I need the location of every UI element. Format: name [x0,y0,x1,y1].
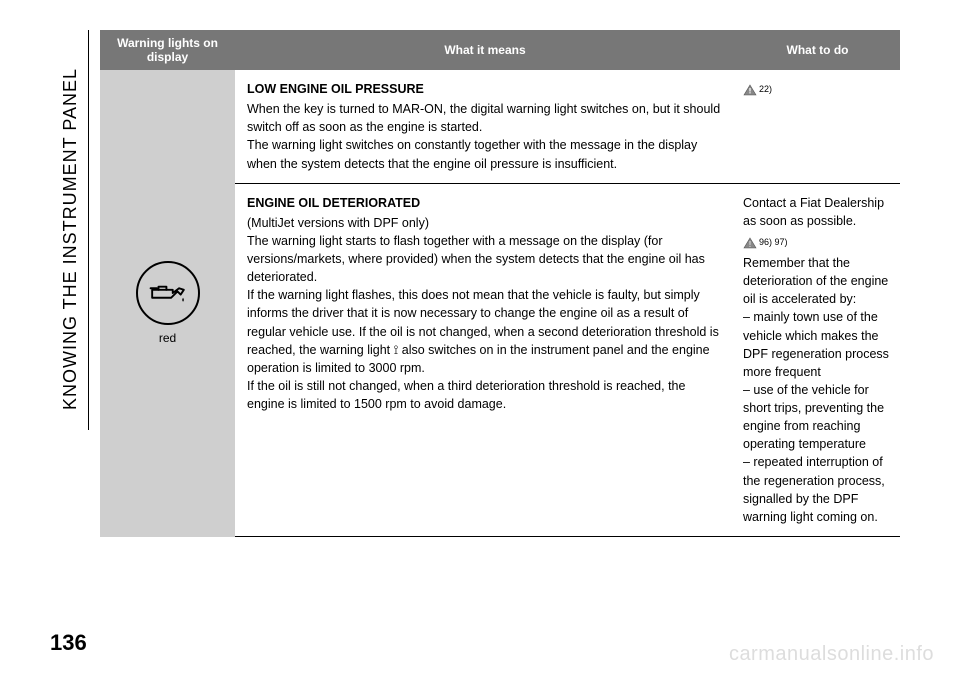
table-header-row: Warning lights on display What it means … [100,30,900,70]
row-body: When the key is turned to MAR-ON, the di… [247,100,723,173]
cell-meaning: ENGINE OIL DETERIORATED (MultiJet versio… [235,184,735,536]
warning-icon-cell: red [100,70,235,537]
header-warning-lights: Warning lights on display [100,30,235,70]
action-intro: Contact a Fiat Dealership as soon as pos… [743,194,892,230]
manual-page: KNOWING THE INSTRUMENT PANEL Warning lig… [0,0,960,686]
header-text: Warning lights on [117,36,218,50]
warning-triangle-icon: ! [743,237,757,249]
row-heading: ENGINE OIL DETERIORATED [247,194,723,212]
watermark: carmanualsonline.info [729,643,934,666]
table: Warning lights on display What it means … [100,30,900,537]
table-rows: LOW ENGINE OIL PRESSURE When the key is … [235,70,900,537]
section-divider [88,30,89,430]
cell-action: Contact a Fiat Dealership as soon as pos… [735,184,900,536]
table-row: ENGINE OIL DETERIORATED (MultiJet versio… [235,184,900,537]
header-text: display [147,50,188,64]
action-body: Remember that the deterioration of the e… [743,254,892,526]
page-number: 136 [50,630,87,656]
note-reference: 22) [759,84,772,94]
cell-action: 22) [735,70,900,183]
table-row: LOW ENGINE OIL PRESSURE When the key is … [235,70,900,184]
row-subheading: (MultiJet versions with DPF only) [247,214,723,232]
svg-text:!: ! [749,240,751,249]
header-what-it-means: What it means [235,30,735,70]
icon-color-label: red [159,331,176,345]
row-heading: LOW ENGINE OIL PRESSURE [247,80,723,98]
warning-triangle-icon [743,84,757,96]
header-what-to-do: What to do [735,30,900,70]
cell-meaning: LOW ENGINE OIL PRESSURE When the key is … [235,70,735,183]
table-body: red LOW ENGINE OIL PRESSURE When the key… [100,70,900,537]
section-title: KNOWING THE INSTRUMENT PANEL [60,68,81,410]
row-body: The warning light starts to flash togeth… [247,232,723,413]
oil-can-icon [136,261,200,325]
note-reference: 96) 97) [759,237,788,247]
section-tab: KNOWING THE INSTRUMENT PANEL [60,30,88,430]
